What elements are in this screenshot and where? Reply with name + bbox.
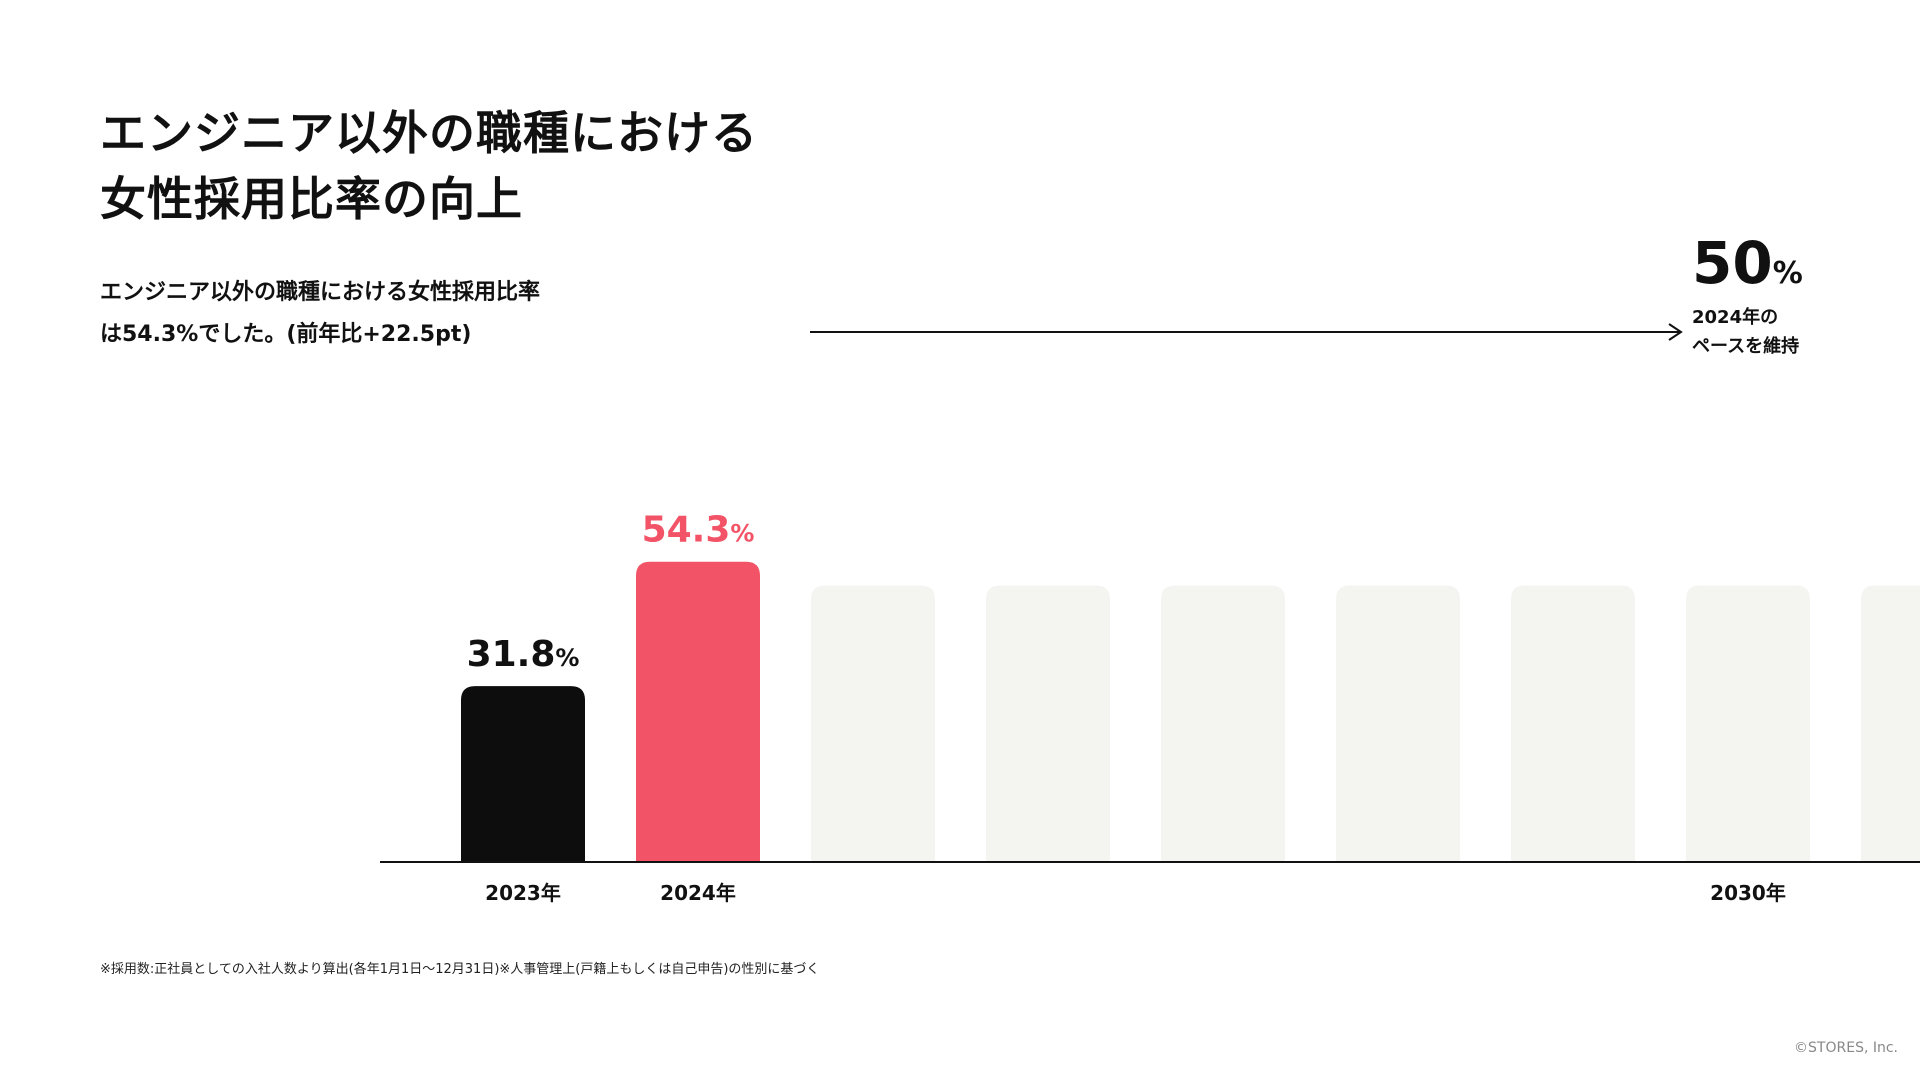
data-label-1-unit: % — [730, 520, 754, 548]
target-note-line-1: 2024年の — [1692, 306, 1778, 328]
target-value-number: 50 — [1692, 229, 1773, 297]
page-title-line-2: 女性採用比率の向上 — [100, 172, 523, 226]
future-bar-edge — [1861, 585, 1920, 862]
future-bar-3 — [986, 585, 1110, 862]
chart-description: エンジニア以外の職種における女性採用比率 は54.3%でした。(前年比+22.5… — [100, 272, 540, 356]
page-title: エンジニア以外の職種における 女性採用比率の向上 — [100, 100, 758, 232]
future-bar-4 — [1161, 585, 1285, 862]
x-tick-label-7: 2030年 — [1710, 881, 1786, 905]
future-bar-6 — [1511, 585, 1635, 862]
future-bar-5 — [1336, 585, 1460, 862]
bar-2024年 — [636, 561, 760, 862]
future-bar-7 — [1686, 585, 1810, 862]
copyright: ©STORES, Inc. — [1794, 1040, 1898, 1056]
future-bar-2 — [811, 585, 935, 862]
trend-arrow-head-icon — [1668, 323, 1683, 341]
bar-2023年 — [461, 686, 585, 862]
x-tick-label-1: 2024年 — [660, 881, 736, 905]
target-value-unit: % — [1773, 256, 1803, 291]
footnote: ※採用数:正社員としての入社人数より算出(各年1月1日〜12月31日)※人事管理… — [100, 962, 820, 977]
target-note-line-2: ペースを維持 — [1692, 335, 1799, 357]
description-line-1: エンジニア以外の職種における女性採用比率 — [100, 280, 541, 305]
data-label-0-unit: % — [555, 644, 579, 672]
data-label-1-number: 54.3 — [642, 510, 731, 551]
x-tick-label-0: 2023年 — [485, 881, 561, 905]
data-label-0-number: 31.8 — [467, 634, 556, 675]
description-line-2: は54.3%でした。(前年比+22.5pt) — [100, 322, 472, 347]
data-label-1: 54.3% — [642, 510, 755, 551]
page-title-line-1: エンジニア以外の職種における — [100, 106, 758, 160]
data-label-0: 31.8% — [467, 634, 580, 675]
target-value-label: 50% — [1692, 229, 1803, 297]
